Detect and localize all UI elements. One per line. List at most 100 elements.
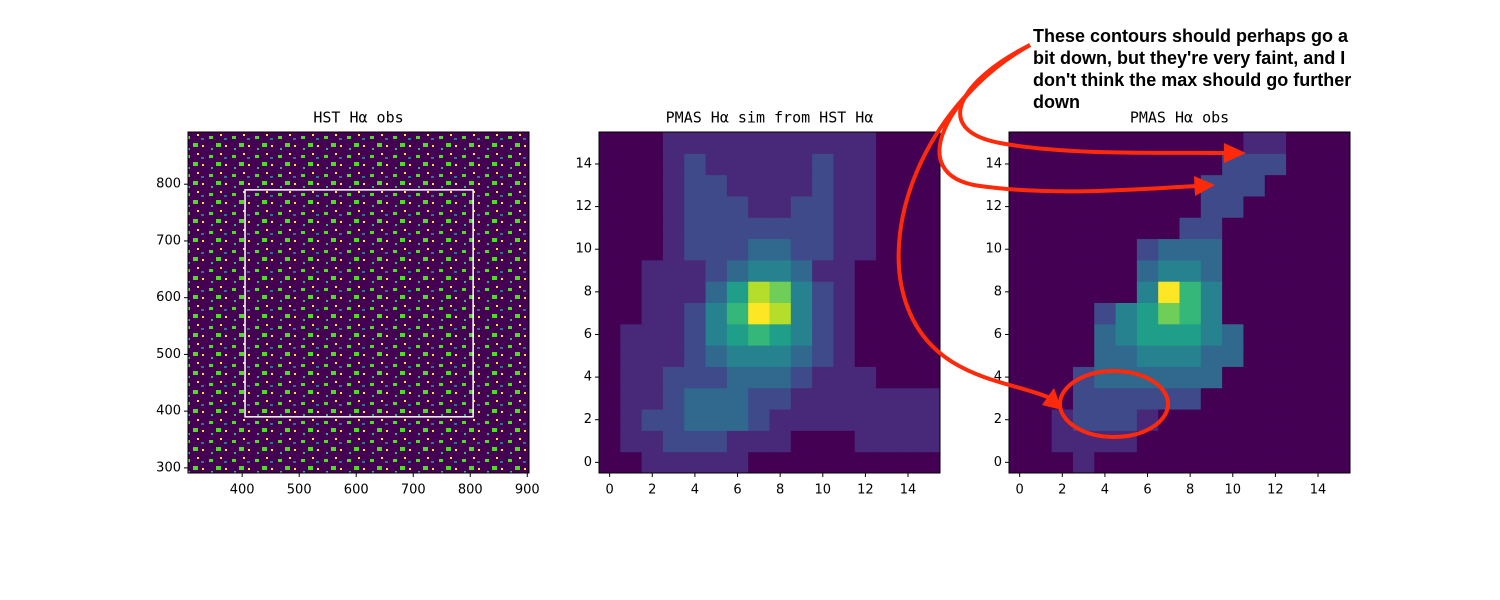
heatmap-cell (790, 174, 813, 197)
heatmap-cell (1051, 302, 1074, 325)
heatmap-cell (1009, 153, 1031, 176)
heatmap-cell (1243, 323, 1266, 346)
heatmap-cell (599, 217, 621, 240)
heatmap-cell (1115, 451, 1138, 474)
heatmap-cell (641, 195, 664, 218)
heatmap-cell (705, 409, 728, 431)
heatmap-cell (790, 217, 813, 240)
heatmap-cell (918, 323, 941, 346)
heatmap-cell (854, 174, 877, 197)
heatmap-cell (1328, 217, 1351, 240)
heatmap-cell (1030, 366, 1053, 389)
heatmap-cell (918, 259, 941, 282)
heatmap-cell (769, 174, 792, 197)
heatmap-cell (1072, 302, 1095, 325)
heatmap-cell (662, 323, 685, 346)
heatmap-cell (1158, 259, 1180, 282)
heatmap-cell (1307, 409, 1330, 431)
heatmap-cell (1009, 451, 1031, 474)
heatmap-cell (790, 153, 813, 176)
heatmap-cell (1136, 281, 1159, 303)
heatmap-cell (1115, 281, 1138, 303)
heatmap-cell (1009, 387, 1031, 410)
heatmap-cell (897, 451, 920, 474)
y-tick-label: 4 (994, 370, 1002, 385)
heatmap-cell (1051, 153, 1074, 176)
heatmap-cell (876, 366, 898, 389)
heatmap-cell (1286, 387, 1308, 410)
heatmap-cell (1009, 259, 1031, 282)
x-tick-label: 2 (648, 483, 656, 498)
heatmap-cell (876, 345, 898, 367)
heatmap-cell (1243, 174, 1266, 197)
heatmap-cell (876, 387, 898, 410)
heatmap-cell (897, 259, 920, 282)
heatmap-cell (876, 430, 898, 453)
heatmap-cell (769, 259, 792, 282)
x-tick-label: 6 (733, 483, 741, 498)
heatmap-cell (1243, 430, 1266, 453)
x-tick-label: 400 (230, 483, 255, 498)
heatmap-cell (854, 195, 877, 218)
axes-frame (598, 131, 941, 474)
heatmap-cell (1286, 366, 1308, 389)
heatmap-cell (812, 323, 834, 346)
y-tick-label: 12 (985, 199, 1002, 214)
heatmap-cell (1179, 387, 1202, 410)
heatmap-cell (1307, 281, 1330, 303)
y-tick-label: 10 (985, 242, 1002, 257)
heatmap-cell (876, 302, 898, 325)
heatmap-cell (599, 132, 621, 154)
heatmap-cell (1158, 217, 1180, 240)
heatmap-cell (1094, 409, 1117, 431)
heatmap-cell (641, 387, 664, 410)
heatmap-cell (812, 345, 834, 367)
heatmap-cell (790, 366, 813, 389)
heatmap-cell (1307, 153, 1330, 176)
heatmap-cell (1179, 302, 1202, 325)
heatmap-cell (1264, 302, 1287, 325)
heatmap-cell (1115, 153, 1138, 176)
heatmap-cell (620, 430, 643, 453)
x-tick-label: 10 (815, 483, 832, 498)
x-tick-label: 10 (1225, 483, 1242, 498)
heatmap-cell (1158, 366, 1180, 389)
heatmap-cell (1051, 323, 1074, 346)
heatmap-cell (641, 302, 664, 325)
heatmap-cell (854, 132, 877, 154)
heatmap-cell (1094, 323, 1117, 346)
y-tick-label: 6 (584, 327, 592, 342)
heatmap-cell (705, 217, 728, 240)
heatmap-cell (812, 430, 834, 453)
arrow (896, 43, 1051, 400)
heatmap-cell (918, 302, 941, 325)
heatmap-cell (833, 409, 856, 431)
heatmap-cell (748, 430, 770, 453)
heatmap-cell (833, 132, 856, 154)
heatmap-cell (1115, 302, 1138, 325)
heatmap-cell (620, 153, 643, 176)
heatmap-cell (1200, 217, 1223, 240)
heatmap-cell (1243, 153, 1266, 176)
heatmap-cell (854, 451, 877, 474)
heatmap-cell (812, 153, 834, 176)
heatmap-cell (1179, 345, 1202, 367)
heatmap-cell (1009, 195, 1031, 218)
heatmap-cell (918, 174, 941, 197)
heatmap-cell (812, 195, 834, 218)
heatmap-cell (705, 132, 728, 154)
heatmap-cell (769, 238, 792, 261)
heatmap-cell (854, 302, 877, 325)
heatmap-cell (599, 281, 621, 303)
heatmap-cell (1009, 132, 1031, 154)
x-tick-label: 12 (857, 483, 874, 498)
heatmap-cell (620, 302, 643, 325)
heatmap-cell (1328, 153, 1351, 176)
heatmap-cell (790, 387, 813, 410)
panel-title: PMAS Hα sim from HST Hα (666, 109, 874, 127)
heatmap-cell (918, 366, 941, 389)
heatmap-cell (684, 430, 707, 453)
heatmap-cell (1328, 259, 1351, 282)
heatmap-cell (662, 387, 685, 410)
